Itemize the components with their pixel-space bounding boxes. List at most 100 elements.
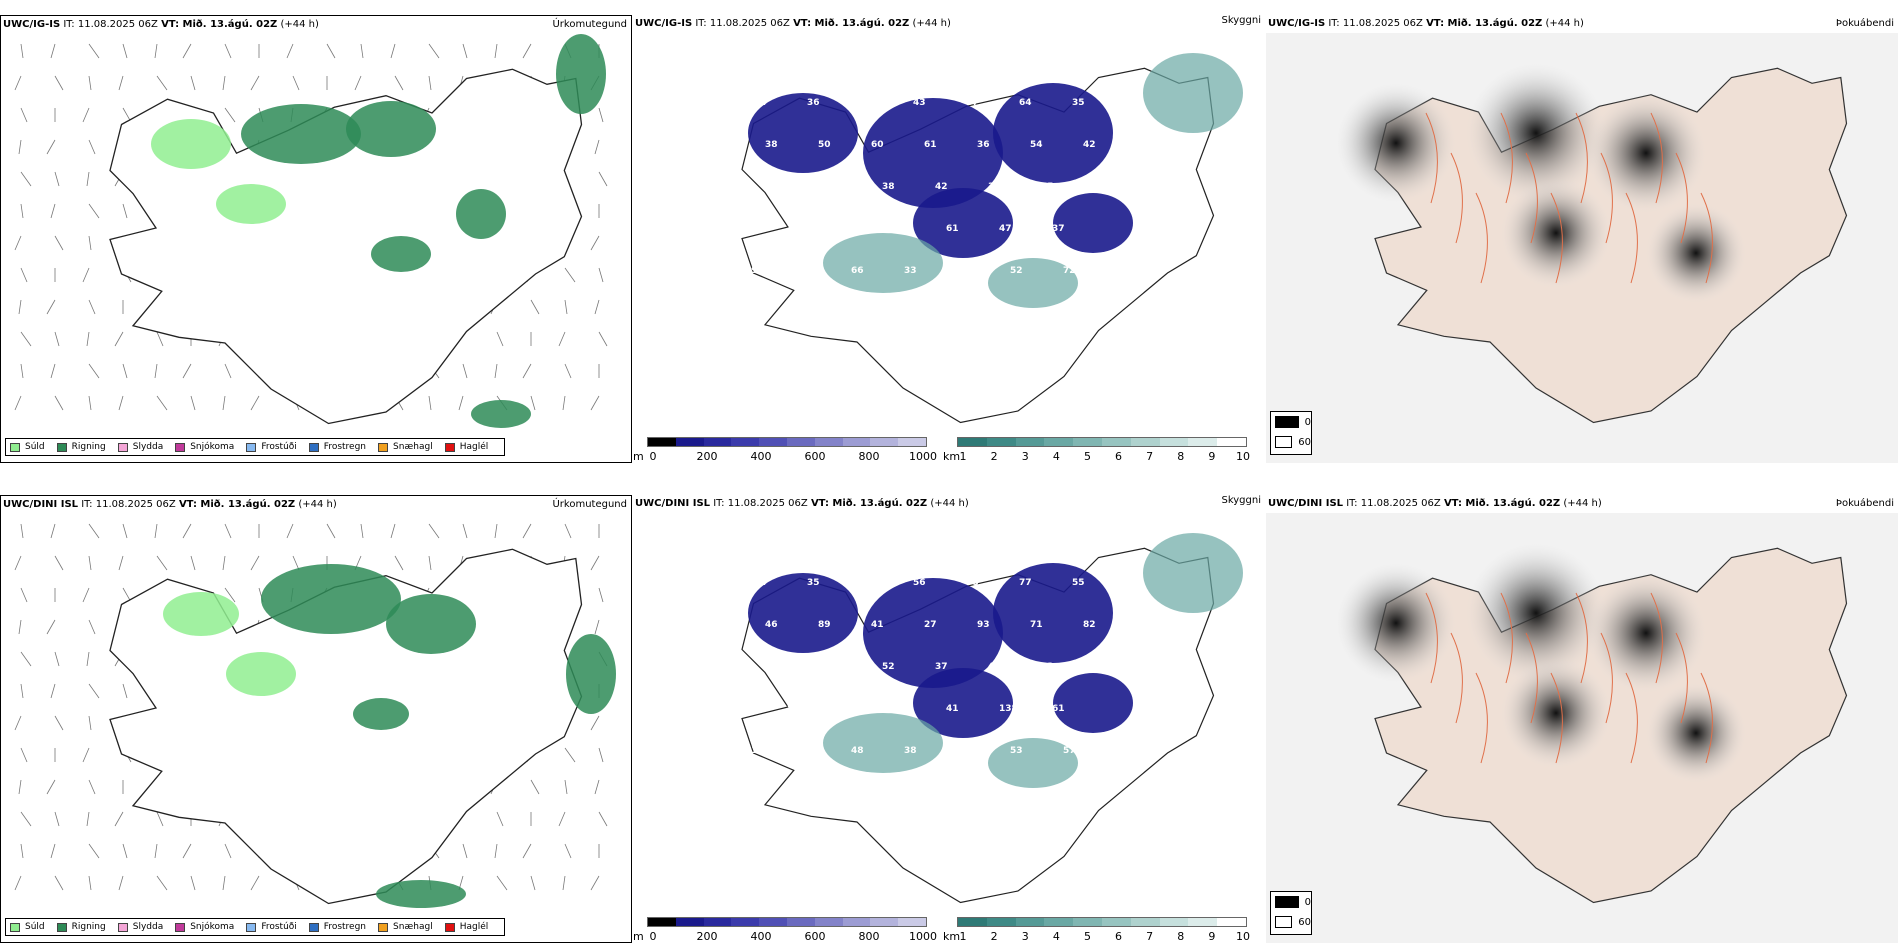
legend-item: Slydda — [117, 442, 163, 452]
low-cloud-area — [1053, 673, 1133, 733]
fog-area — [1586, 573, 1706, 693]
cloud-base-label: 61 — [924, 140, 937, 150]
colorbar-tick: 4 — [1052, 930, 1060, 943]
legend-item: Haglél — [444, 922, 488, 932]
cloud-base-label: 37 — [1052, 224, 1065, 234]
cloud-base-label: 370 — [787, 224, 806, 234]
colorbar-tick: 2 — [990, 930, 998, 943]
legend-label: 60 — [1298, 436, 1311, 448]
legend-swatch — [1275, 916, 1293, 928]
visibility-map: 54 40 57 48 60 46 35 34 35 79 56 98 77 55 46 89 41 27 93 71… — [741, 533, 1243, 904]
colorbar-cell — [1044, 918, 1074, 926]
wind-barb — [156, 555, 168, 571]
wind-barb — [182, 43, 192, 59]
legend-item: Frostúði — [246, 442, 297, 452]
wind-barb — [564, 779, 568, 795]
wind-barb — [250, 875, 260, 891]
wind-barb — [82, 107, 90, 123]
panel-name: Úrkomutegund — [552, 499, 627, 510]
cloud-base-label: 169 — [968, 308, 987, 318]
cloud-base-label: 50 — [818, 140, 831, 150]
cloud-base-colorbar: m 0 200 400 600 800 1000 — [633, 437, 943, 463]
colorbar-cell — [1015, 438, 1045, 446]
precip-area — [456, 189, 506, 239]
wind-barb — [564, 747, 576, 763]
wind-barb — [590, 715, 600, 731]
precip-legend: Súld Rigning Slydda Snjókoma Frostúði Frostre… — [5, 438, 506, 456]
cloud-base-label: 66 — [851, 266, 864, 276]
precip-area — [163, 592, 239, 636]
colorbar-tick: 7 — [1146, 450, 1154, 463]
wind-barb — [190, 875, 196, 891]
colorbar-tick: 0 — [649, 930, 657, 943]
wind-barb — [156, 811, 164, 827]
wind-barb — [88, 235, 92, 251]
legend-label: Frostregn — [323, 442, 367, 452]
legend-item: Snæhagl — [378, 442, 433, 452]
cloud-base-label: 63 — [743, 56, 756, 66]
cloud-base-label: 37 — [988, 182, 1001, 192]
wind-barb — [598, 107, 604, 123]
wind-barb — [114, 331, 124, 347]
cloud-base-label: 47 — [999, 224, 1012, 234]
river — [1650, 592, 1663, 684]
colorbar-tick: 1 — [959, 450, 967, 463]
legend-label: Rigning — [71, 922, 106, 932]
cloud-base-label: 44 — [1094, 182, 1107, 192]
river — [1550, 672, 1563, 764]
cloud-base-label: 32 — [1041, 662, 1054, 672]
wind-barb — [46, 779, 56, 795]
colorbar-tick: 5 — [1083, 930, 1091, 943]
wind-barb — [20, 811, 32, 827]
cloud-base-label: 38 — [904, 746, 917, 756]
panel-title: UWC/IG-IS IT: 11.08.2025 06Z VT: Mið. 13… — [635, 18, 951, 29]
cloud-base-label: 81 — [840, 224, 853, 234]
river — [1700, 672, 1713, 764]
wind-barb — [54, 875, 64, 891]
reduced-visibility-area — [988, 258, 1078, 308]
wind-barb — [20, 267, 28, 283]
wind-barb — [428, 523, 440, 539]
cloud-base-label: 71 — [1030, 620, 1043, 630]
wind-barb — [88, 299, 96, 315]
colorbar-cells — [957, 437, 1247, 447]
wind-barb — [428, 555, 432, 571]
precip-area — [371, 236, 431, 272]
colorbar-tick: 5 — [1083, 450, 1091, 463]
legend-label: Súld — [25, 922, 45, 932]
cloud-base-label: 119 — [893, 704, 912, 714]
fog-area — [1466, 63, 1606, 203]
cloud-base-label: 35 — [1061, 536, 1074, 546]
fog-index-panel-row1: UWC/IG-IS IT: 11.08.2025 06Z VT: Mið. 13… — [1266, 15, 1898, 463]
river — [1675, 632, 1688, 724]
wind-barb — [156, 75, 168, 91]
wind-barb — [558, 811, 566, 827]
cloud-base-label: 43 — [913, 98, 926, 108]
wind-barb — [564, 523, 572, 539]
legend-label: 0 — [1304, 416, 1311, 428]
cloud-base-label: 64 — [1019, 98, 1032, 108]
wind-barb — [154, 363, 158, 379]
colorbar-cell — [1217, 438, 1246, 446]
wind-barb — [18, 139, 22, 155]
legend-swatch — [246, 922, 257, 932]
legend-label: Frostúði — [261, 922, 297, 932]
wind-barb — [118, 875, 124, 891]
wind-barb — [46, 139, 56, 155]
legend-label: Frostregn — [323, 922, 367, 932]
river — [1550, 192, 1563, 284]
cloud-base-label: 60 — [955, 536, 968, 546]
colorbar-cell — [870, 438, 899, 446]
wind-barb — [530, 395, 536, 411]
legend-swatch — [56, 922, 67, 932]
wind-barb — [50, 523, 56, 539]
precip-type-panel-row2: UWC/DINI ISL IT: 11.08.2025 06Z VT: Mið.… — [0, 495, 632, 943]
wind-barb — [326, 523, 336, 539]
colorbar-tick: 600 — [804, 450, 826, 463]
cloud-base-label: 90 — [926, 830, 939, 840]
cloud-base-label: 57 — [849, 536, 862, 546]
cloud-base-label: 57 — [1063, 746, 1076, 756]
wind-barb — [50, 843, 56, 859]
cloud-base-label: 235 — [1032, 830, 1051, 840]
panel-name: Þokuábendi — [1835, 18, 1894, 29]
